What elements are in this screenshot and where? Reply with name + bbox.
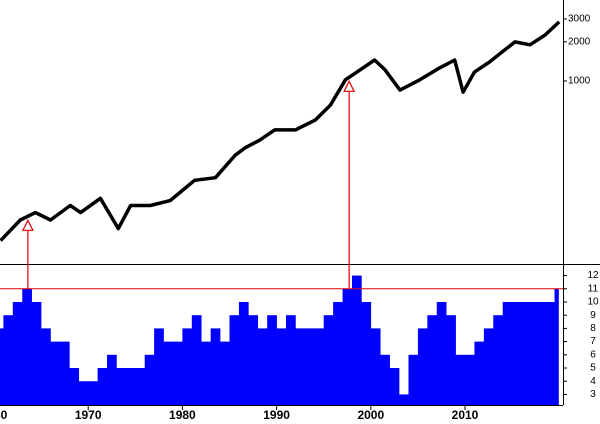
y-tick-label: 10 xyxy=(587,297,599,308)
price-line xyxy=(0,20,561,242)
y-tick-label: 3000 xyxy=(568,14,591,25)
bar xyxy=(201,341,211,405)
bar xyxy=(512,301,522,405)
bar xyxy=(342,288,353,405)
y-tick-label: 8 xyxy=(590,323,596,334)
bar xyxy=(191,315,202,405)
bar xyxy=(351,275,362,405)
bar xyxy=(304,328,315,405)
bar xyxy=(267,315,277,405)
y-tick-label: 5 xyxy=(590,363,596,374)
bar xyxy=(427,315,438,405)
bar xyxy=(493,315,504,405)
bar xyxy=(248,315,259,405)
bar xyxy=(286,315,296,405)
bar xyxy=(31,301,42,405)
bar xyxy=(399,394,409,405)
y-tick-label: 9 xyxy=(590,310,596,321)
bar xyxy=(257,328,268,405)
signal-arrow xyxy=(21,218,34,231)
bar xyxy=(12,301,23,405)
bar xyxy=(446,315,456,405)
bar xyxy=(144,354,155,405)
y-tick-label: 7 xyxy=(590,336,596,347)
bar xyxy=(323,315,334,405)
bar xyxy=(154,328,164,405)
y-tick-label: 2000 xyxy=(568,36,591,47)
bar xyxy=(361,301,372,405)
bar xyxy=(125,368,136,405)
bar xyxy=(135,368,146,405)
bar xyxy=(41,328,51,405)
x-tick-label: 1980 xyxy=(169,408,196,422)
bar xyxy=(521,301,532,405)
bar xyxy=(238,301,249,405)
bar xyxy=(502,301,513,405)
y-tick-label: 1000 xyxy=(568,76,591,87)
bar xyxy=(182,328,193,405)
bar xyxy=(314,328,325,405)
bar xyxy=(0,328,4,405)
y-tick-label: 4 xyxy=(590,376,596,387)
bar xyxy=(229,315,240,405)
bar xyxy=(116,368,127,405)
signal-arrow xyxy=(343,79,356,92)
y-tick-label: 12 xyxy=(587,270,599,281)
bar xyxy=(455,354,466,405)
bar xyxy=(220,341,230,405)
bar xyxy=(276,328,287,405)
y-tick-label: 6 xyxy=(590,349,596,360)
bar xyxy=(436,301,447,405)
bar xyxy=(417,328,428,405)
bar xyxy=(370,328,381,405)
bar xyxy=(3,315,14,405)
y-tick-label: 11 xyxy=(588,283,599,294)
x-tick-label: 1990 xyxy=(263,408,290,422)
bar xyxy=(465,354,475,405)
bar xyxy=(59,341,70,405)
bar xyxy=(210,328,221,405)
bar xyxy=(172,341,183,405)
bar xyxy=(78,381,89,405)
bar xyxy=(50,341,61,405)
bar xyxy=(333,301,343,405)
bar xyxy=(22,288,32,405)
bar xyxy=(380,354,390,405)
bar xyxy=(474,341,485,405)
bar xyxy=(69,368,80,405)
x-tick-label: 2010 xyxy=(452,408,479,422)
bar xyxy=(295,328,306,405)
bar xyxy=(163,341,174,405)
bar xyxy=(408,354,419,405)
bar xyxy=(540,301,555,405)
bar xyxy=(88,381,98,405)
bar xyxy=(530,301,541,405)
x-tick-label: 2000 xyxy=(357,408,384,422)
bar xyxy=(107,354,117,405)
bar xyxy=(483,328,494,405)
bar xyxy=(97,368,108,405)
y-tick-label: 3 xyxy=(590,389,596,400)
x-tick-label: 1960 xyxy=(0,408,8,422)
bar xyxy=(554,288,559,405)
x-tick-label: 1970 xyxy=(75,408,102,422)
bar xyxy=(389,368,400,405)
